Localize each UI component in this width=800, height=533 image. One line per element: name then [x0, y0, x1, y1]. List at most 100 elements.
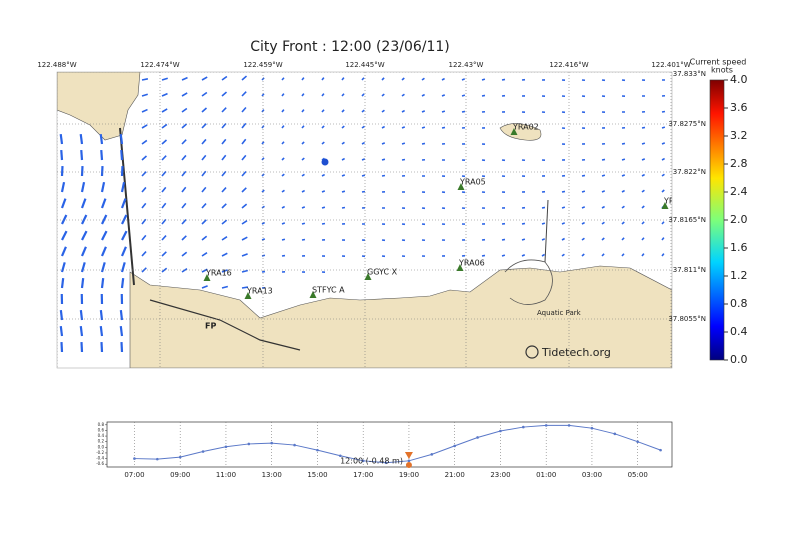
- current-arrow: [241, 219, 248, 225]
- current-arrow: [461, 78, 466, 81]
- current-arrow: [161, 251, 167, 257]
- current-arrow: [120, 262, 126, 273]
- current-arrow: [301, 141, 305, 145]
- current-arrow: [381, 158, 386, 161]
- current-arrow: [141, 202, 147, 209]
- current-arrow: [181, 76, 188, 81]
- current-arrow: [601, 158, 606, 161]
- station-marker: [661, 202, 669, 209]
- current-arrow: [521, 238, 526, 241]
- current-arrow: [641, 221, 645, 225]
- colorbar: Current speed knots 0.0 0.4 0.8 1.2 1.6 2.0 2.…: [690, 58, 748, 367]
- current-arrow: [401, 158, 406, 161]
- current-arrow: [221, 236, 228, 241]
- station-marker: [456, 264, 464, 271]
- current-arrow: [181, 170, 187, 177]
- current-arrow: [60, 341, 64, 353]
- current-arrow: [261, 221, 266, 225]
- current-arrow: [161, 155, 167, 161]
- current-arrow: [421, 93, 426, 97]
- current-arrow: [621, 189, 626, 193]
- current-arrow: [141, 171, 147, 177]
- current-arrow: [60, 149, 64, 161]
- current-arrow: [241, 187, 247, 193]
- current-arrow: [141, 108, 148, 113]
- current-arrow: [461, 94, 466, 97]
- current-arrow: [441, 110, 446, 113]
- current-arrow: [221, 269, 228, 273]
- current-arrow: [161, 92, 168, 97]
- current-arrow: [181, 107, 188, 113]
- road: [149, 299, 301, 351]
- watermark-icon: [525, 345, 539, 359]
- current-arrow: [261, 157, 265, 161]
- current-arrow: [281, 157, 285, 161]
- longitude-label: 122.43°W: [449, 61, 484, 69]
- current-arrow: [301, 157, 305, 161]
- colorbar-tick-label: 2.4: [730, 185, 748, 198]
- x-tick-label: 05:00: [628, 471, 648, 479]
- station-label: STFYC A: [312, 286, 345, 295]
- tide-point: [224, 445, 228, 449]
- current-arrow: [381, 142, 386, 145]
- current-arrow: [261, 141, 265, 145]
- current-arrow: [621, 142, 626, 145]
- latitude-label: 37.8055°N: [668, 315, 706, 323]
- current-arrow: [61, 230, 68, 241]
- current-arrow: [341, 141, 345, 145]
- current-arrow: [80, 181, 86, 193]
- current-arrow: [381, 109, 385, 113]
- current-arrow: [181, 235, 187, 241]
- y-tick-label: 0.4: [98, 433, 105, 438]
- current-arrow: [161, 235, 167, 241]
- current-arrow: [401, 77, 405, 81]
- current-arrow: [161, 186, 167, 193]
- current-arrow: [141, 78, 149, 81]
- current-arrow: [421, 142, 426, 145]
- current-arrow: [381, 174, 386, 177]
- longitude-label: 122.459°W: [243, 61, 282, 69]
- alcatraz: [499, 123, 542, 141]
- current-arrow: [241, 75, 248, 81]
- tide-point: [544, 424, 548, 427]
- current-arrow: [120, 277, 125, 289]
- current-arrow: [661, 157, 666, 161]
- current-arrow: [501, 238, 506, 241]
- current-arrow: [99, 309, 104, 321]
- current-arrow: [100, 149, 104, 161]
- current-arrow: [141, 124, 148, 129]
- current-arrow: [60, 262, 66, 273]
- current-arrow: [121, 214, 128, 225]
- current-arrow: [221, 107, 227, 113]
- current-arrow: [601, 253, 605, 257]
- current-arrow: [201, 252, 208, 257]
- current-arrow: [541, 206, 546, 209]
- current-arrow: [201, 123, 207, 129]
- current-arrow: [100, 198, 107, 209]
- current-arrow: [281, 173, 285, 177]
- current-arrow: [221, 154, 227, 161]
- longitude-label: 122.401°W: [651, 61, 690, 69]
- current-arrow: [60, 246, 67, 257]
- map-frame: [56, 71, 673, 369]
- current-arrow: [661, 110, 666, 113]
- current-arrow: [119, 325, 124, 337]
- current-arrow: [301, 222, 306, 225]
- current-arrow: [141, 93, 148, 97]
- current-arrow: [60, 181, 66, 193]
- current-arrow: [361, 77, 365, 81]
- current-arrow: [281, 109, 285, 113]
- x-tick-label: 09:00: [170, 471, 190, 479]
- current-arrow: [441, 77, 446, 81]
- current-arrow: [261, 189, 265, 193]
- current-arrow: [80, 149, 84, 161]
- x-tick-label: 17:00: [353, 471, 373, 479]
- current-arrow: [241, 91, 247, 97]
- current-arrow: [81, 230, 88, 241]
- current-arrow: [301, 189, 306, 193]
- station-label: GGYC X: [367, 268, 398, 277]
- longitude-label: 122.416°W: [549, 61, 588, 69]
- current-arrow: [401, 142, 406, 145]
- tide-point: [476, 436, 479, 439]
- pier: [544, 199, 549, 263]
